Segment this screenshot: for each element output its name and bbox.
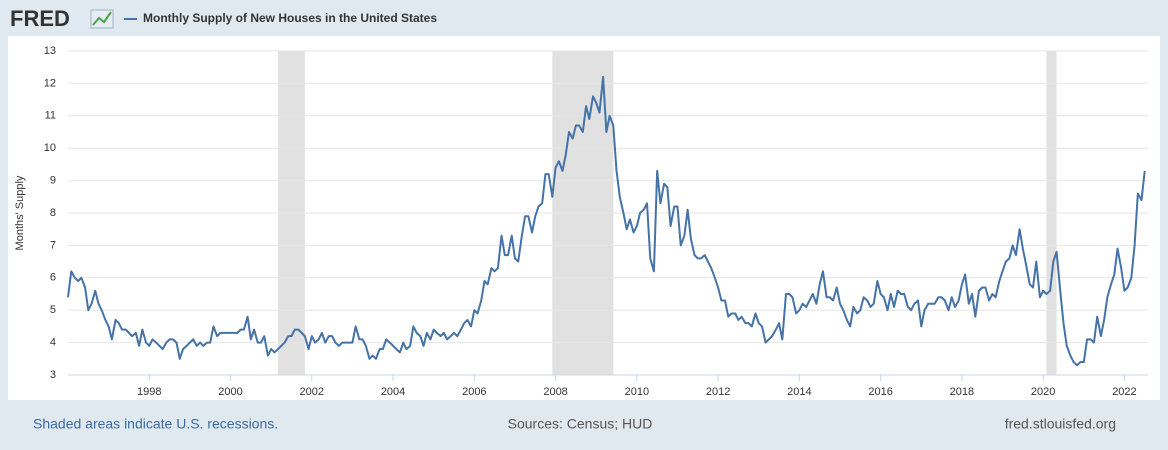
data-line (67, 75, 1146, 367)
y-tick-label: 6 (50, 272, 56, 284)
x-tick-label: 1998 (137, 386, 161, 398)
x-tick-label: 2022 (1112, 386, 1136, 398)
x-tick-label: 2012 (706, 386, 730, 398)
y-tick-label: 8 (50, 207, 56, 219)
y-axis-label: Months' Supply (14, 175, 26, 250)
y-tick-label: 3 (50, 369, 56, 381)
x-tick-label: 2004 (381, 386, 405, 398)
x-tick-label: 2006 (462, 386, 486, 398)
plot-area: 3 4 5 6 7 8 9 10 11 12 13 1998 2000 2002 2004 2006 2008 2… (44, 45, 1148, 398)
y-tick-label: 13 (44, 45, 56, 57)
x-tick-label: 2008 (543, 386, 567, 398)
y-tick-label: 10 (44, 142, 56, 154)
x-tick-label: 2002 (300, 386, 324, 398)
y-tick-label: 9 (50, 175, 56, 187)
legend-label: Monthly Supply of New Houses in the Unit… (143, 11, 437, 25)
x-tick-label: 2010 (625, 386, 649, 398)
footer-source: Sources: Census; HUD (508, 416, 653, 432)
footer-site: fred.stlouisfed.org (1005, 416, 1116, 432)
y-tick-label: 5 (50, 304, 56, 316)
x-tick-label: 2000 (218, 386, 242, 398)
x-tick-label: 2014 (787, 386, 811, 398)
x-tick-label: 2016 (868, 386, 892, 398)
y-tick-label: 12 (44, 77, 56, 89)
y-tick-label: 7 (50, 239, 56, 251)
footer-note: Shaded areas indicate U.S. recessions. (33, 416, 278, 432)
x-tick-label: 2020 (1031, 386, 1055, 398)
x-tick-label: 2018 (950, 386, 974, 398)
y-tick-label: 11 (45, 110, 56, 122)
logo-icon (90, 9, 114, 29)
logo: FRED (10, 6, 70, 31)
y-tick-label: 4 (50, 337, 56, 349)
